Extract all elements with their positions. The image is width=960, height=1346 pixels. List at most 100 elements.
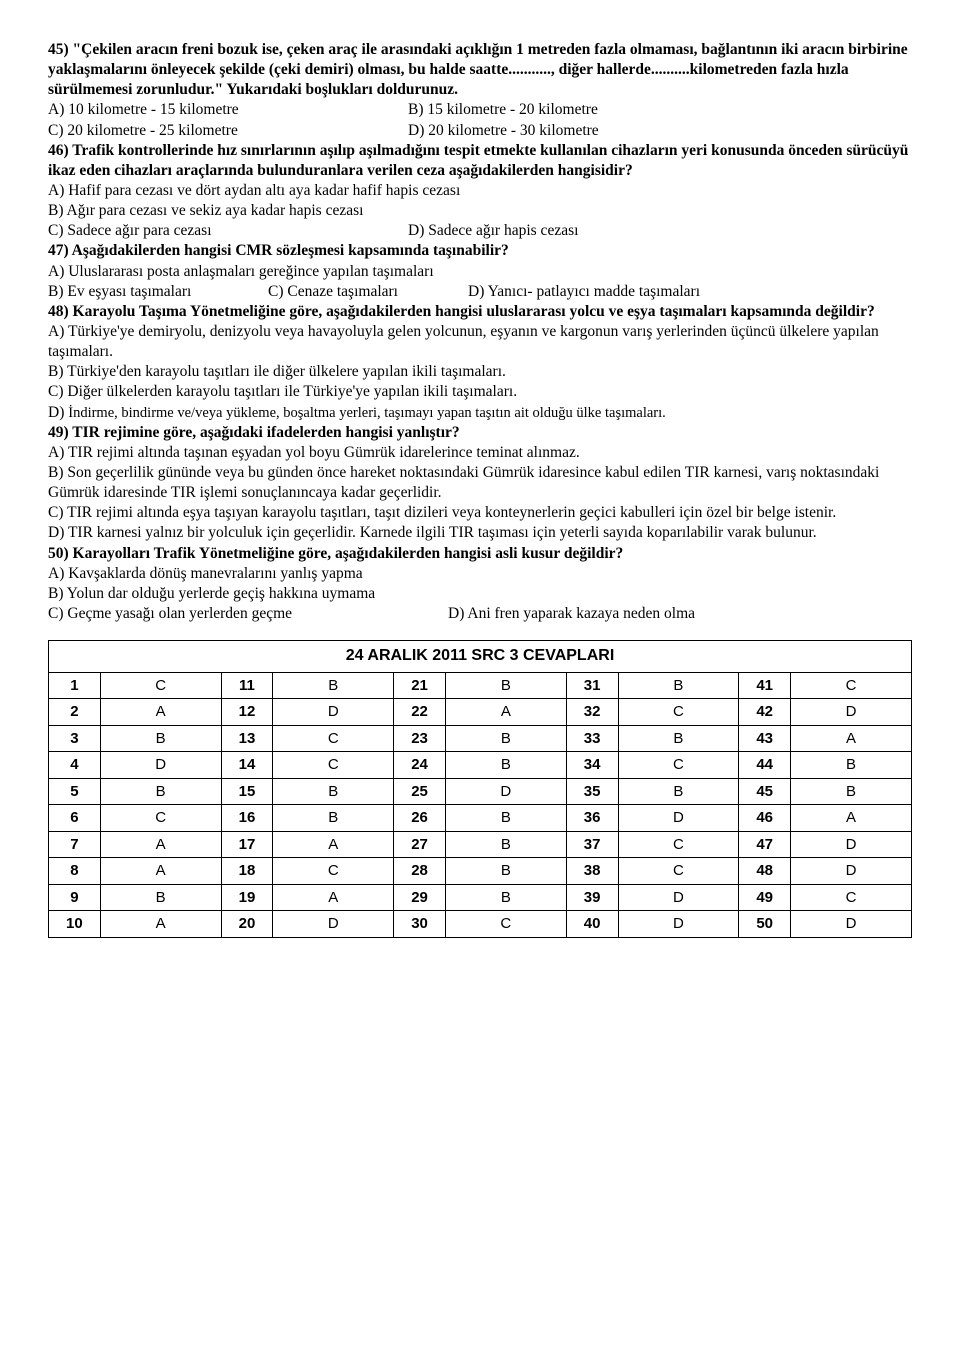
answer-number: 33: [566, 725, 618, 752]
table-row: 10A20D30C40D50D: [49, 911, 912, 938]
answer-letter: C: [618, 858, 739, 885]
answer-letter: A: [100, 831, 221, 858]
answer-letter: D: [791, 858, 912, 885]
answer-number: 39: [566, 884, 618, 911]
answer-number: 37: [566, 831, 618, 858]
answer-number: 50: [739, 911, 791, 938]
q50-choices-row-cd: C) Geçme yasağı olan yerlerden geçme D) …: [48, 604, 912, 624]
answer-letter: C: [273, 752, 394, 779]
q48-choice-a: A) Türkiye'ye demiryolu, denizyolu veya …: [48, 322, 912, 362]
table-row: 5B15B25D35B45B: [49, 778, 912, 805]
q49-choice-a: A) TIR rejimi altında taşınan eşyadan yo…: [48, 443, 912, 463]
q45-choice-b: B) 15 kilometre - 20 kilometre: [408, 100, 598, 120]
answer-number: 18: [221, 858, 273, 885]
answer-number: 24: [394, 752, 446, 779]
answer-letter: B: [273, 778, 394, 805]
q48-choice-d-rest: İndirme, bindirme ve/veya yükleme, boşal…: [68, 405, 666, 421]
answer-letter: C: [791, 884, 912, 911]
q46-choice-c: C) Sadece ağır para cezası: [48, 221, 408, 241]
answer-number: 41: [739, 672, 791, 699]
answer-letter: B: [445, 805, 566, 832]
q46-choice-d: D) Sadece ağır hapis cezası: [408, 221, 578, 241]
answer-number: 36: [566, 805, 618, 832]
answer-letter: B: [100, 725, 221, 752]
answer-letter: D: [445, 778, 566, 805]
answer-letter: C: [618, 831, 739, 858]
q49-stem: 49) TIR rejimine göre, aşağıdaki ifadele…: [48, 423, 912, 443]
q50-stem: 50) Karayolları Trafik Yönetmeliğine gör…: [48, 544, 912, 564]
answer-number: 1: [49, 672, 101, 699]
answer-number: 20: [221, 911, 273, 938]
answer-letter: B: [618, 725, 739, 752]
answer-letter: A: [273, 831, 394, 858]
answer-letter: C: [100, 672, 221, 699]
answer-number: 49: [739, 884, 791, 911]
answer-number: 28: [394, 858, 446, 885]
answer-letter: D: [618, 805, 739, 832]
answer-number: 13: [221, 725, 273, 752]
answer-number: 48: [739, 858, 791, 885]
answer-letter: C: [445, 911, 566, 938]
q48-choice-d: D) İndirme, bindirme ve/veya yükleme, bo…: [48, 403, 912, 423]
answer-number: 7: [49, 831, 101, 858]
q47-choices-row-bcd: B) Ev eşyası taşımaları C) Cenaze taşıma…: [48, 282, 912, 302]
q47-choice-b: B) Ev eşyası taşımaları: [48, 282, 268, 302]
q46-choices-row-cd: C) Sadece ağır para cezası D) Sadece ağı…: [48, 221, 912, 241]
answer-number: 17: [221, 831, 273, 858]
answer-letter: A: [445, 699, 566, 726]
answer-letter: A: [791, 725, 912, 752]
table-row: 8A18C28B38C48D: [49, 858, 912, 885]
table-row: 3B13C23B33B43A: [49, 725, 912, 752]
answer-number: 43: [739, 725, 791, 752]
answer-number: 9: [49, 884, 101, 911]
q48-stem: 48) Karayolu Taşıma Yönetmeliğine göre, …: [48, 302, 912, 322]
answer-number: 23: [394, 725, 446, 752]
q47-choice-d: D) Yanıcı- patlayıcı madde taşımaları: [468, 282, 700, 302]
q48-choice-d-prefix: D): [48, 404, 68, 421]
answer-letter: D: [273, 699, 394, 726]
answer-letter: B: [445, 884, 566, 911]
answer-number: 29: [394, 884, 446, 911]
table-row: 1C11B21B31B41C: [49, 672, 912, 699]
answer-letter: D: [100, 752, 221, 779]
answer-letter: B: [445, 725, 566, 752]
answer-letter: A: [273, 884, 394, 911]
q50-choice-b: B) Yolun dar olduğu yerlerde geçiş hakkı…: [48, 584, 912, 604]
answer-number: 34: [566, 752, 618, 779]
answer-number: 22: [394, 699, 446, 726]
answer-number: 30: [394, 911, 446, 938]
answer-number: 19: [221, 884, 273, 911]
answer-letter: D: [791, 699, 912, 726]
answer-letter: B: [445, 752, 566, 779]
answer-letter: B: [791, 778, 912, 805]
answer-number: 2: [49, 699, 101, 726]
answer-letter: B: [618, 778, 739, 805]
answer-number: 21: [394, 672, 446, 699]
answer-letter: B: [100, 884, 221, 911]
q50-choice-c: C) Geçme yasağı olan yerlerden geçme: [48, 604, 448, 624]
q45-stem: 45) "Çekilen aracın freni bozuk ise, çek…: [48, 40, 912, 100]
answer-letter: D: [618, 911, 739, 938]
q49-choice-d: D) TIR karnesi yalnız bir yolculuk için …: [48, 523, 912, 543]
q47-choice-a: A) Uluslararası posta anlaşmaları gereği…: [48, 262, 912, 282]
answer-key-table: 24 ARALIK 2011 SRC 3 CEVAPLARI 1C11B21B3…: [48, 640, 912, 938]
q45-choice-d: D) 20 kilometre - 30 kilometre: [408, 121, 599, 141]
answer-letter: D: [791, 911, 912, 938]
answer-letter: C: [273, 725, 394, 752]
answer-number: 25: [394, 778, 446, 805]
answer-letter: B: [273, 805, 394, 832]
q50-choice-a: A) Kavşaklarda dönüş manevralarını yanlı…: [48, 564, 912, 584]
q45-choice-c: C) 20 kilometre - 25 kilometre: [48, 121, 408, 141]
answer-number: 26: [394, 805, 446, 832]
q49-choice-c: C) TIR rejimi altında eşya taşıyan karay…: [48, 503, 912, 523]
q48-choice-c: C) Diğer ülkelerden karayolu taşıtları i…: [48, 382, 912, 402]
table-row: 4D14C24B34C44B: [49, 752, 912, 779]
answer-number: 16: [221, 805, 273, 832]
table-row: 6C16B26B36D46A: [49, 805, 912, 832]
answer-number: 44: [739, 752, 791, 779]
answer-number: 27: [394, 831, 446, 858]
answer-number: 3: [49, 725, 101, 752]
answer-letter: A: [100, 858, 221, 885]
answer-letter: B: [445, 858, 566, 885]
answer-number: 4: [49, 752, 101, 779]
